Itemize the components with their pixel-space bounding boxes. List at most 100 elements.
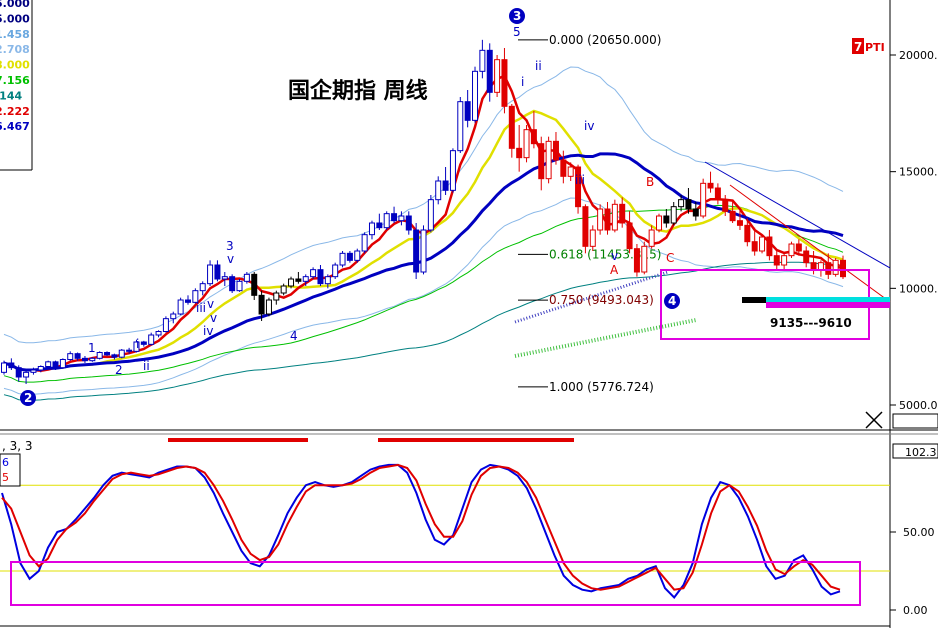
candle-body <box>472 70 479 121</box>
candle-body <box>398 215 405 222</box>
oscillator-legend-1: 6 <box>2 456 9 469</box>
candle-body <box>1 362 7 373</box>
osc-series-blue-line <box>1 463 841 600</box>
fib-level-label: 0.618 (11453.315) <box>549 247 661 261</box>
osc-tick-bottom: 0.00 <box>903 604 928 617</box>
wave-minor-label: ii <box>143 359 150 373</box>
candle-body <box>803 250 810 264</box>
candle-body <box>184 299 191 303</box>
candle-body <box>310 269 317 278</box>
candle-body <box>118 349 125 358</box>
candle-body <box>15 367 22 378</box>
candle-body <box>597 208 604 231</box>
candle-body <box>751 241 758 252</box>
candle-body <box>126 349 133 352</box>
wave-minor-label: iii <box>575 173 585 187</box>
badge-box <box>852 38 864 54</box>
candle-body <box>45 361 52 368</box>
osc-current-value-box <box>892 443 938 459</box>
wave-circle-label: 2 <box>24 391 32 405</box>
wave-minor-label: A <box>610 263 619 277</box>
candle-body <box>619 203 626 224</box>
candle-body <box>552 140 559 161</box>
candle-body <box>405 215 412 231</box>
candle-body <box>295 278 302 282</box>
candle-body <box>37 366 44 371</box>
candle-body <box>501 59 508 107</box>
price-low-box <box>892 413 938 429</box>
price-tick-label: 20000. <box>899 49 938 62</box>
candle-body <box>324 276 331 285</box>
candle-body <box>648 229 655 247</box>
candle-body <box>8 362 15 369</box>
legend-value: .144 <box>0 89 22 102</box>
price-tick-label: 5000.0 <box>899 399 938 412</box>
crosshair-icon[interactable] <box>865 411 883 429</box>
candle-body <box>243 273 250 282</box>
candle-body <box>229 276 236 292</box>
candle-body <box>339 252 346 266</box>
candle-body <box>449 150 456 191</box>
chart-title: 国企期指 周线 <box>288 78 428 104</box>
candle-body <box>59 359 66 369</box>
wave-minor-label: iii <box>196 301 206 315</box>
candle-body <box>236 280 243 292</box>
candle-body <box>626 222 633 250</box>
legend-value: 5.000 <box>0 0 30 10</box>
trendline-lower <box>729 184 891 303</box>
candle-body <box>486 49 493 93</box>
candle-body <box>523 129 530 159</box>
candle-body <box>81 357 88 362</box>
wave-minor-label: v <box>611 249 618 263</box>
wave-minor-label: i <box>521 75 524 89</box>
wave-minor-label: 5 <box>513 25 521 39</box>
osc-series-red-line <box>1 463 841 591</box>
candle-body <box>435 180 442 201</box>
osc-tick-mid: 50.00 <box>903 526 935 539</box>
highlight-bar-2 <box>378 438 574 442</box>
candle-body <box>788 243 795 257</box>
candle-body <box>30 369 37 373</box>
candle-body <box>221 276 228 280</box>
candle-body <box>457 101 464 152</box>
target-bar-cyan <box>766 297 890 302</box>
wave-circle-label: 4 <box>668 294 676 308</box>
wave-minor-label: 4 <box>290 329 298 343</box>
wave-minor-label: iv <box>584 119 594 133</box>
candle-body <box>280 285 287 294</box>
target-range-label: 9135---9610 <box>770 316 852 330</box>
candle-body <box>604 208 611 231</box>
candle-body <box>560 159 567 177</box>
candle-body <box>383 213 390 229</box>
indicator-legend-values: 5.000 5.000 1.458 2.708 8.000 7.156 .144 2.222 6… <box>0 0 33 171</box>
fib-level-label: 0.000 (20650.000) <box>549 33 661 47</box>
candle-body <box>192 290 199 303</box>
candle-body <box>678 199 685 208</box>
wave-minor-label: 3 <box>226 239 234 253</box>
candle-body <box>346 252 353 261</box>
candle-body <box>825 262 832 275</box>
candle-body <box>479 49 486 72</box>
candle-body <box>773 255 780 266</box>
candle-body <box>832 259 839 275</box>
candle-body <box>538 143 545 180</box>
ma-upper-band-line <box>3 66 844 344</box>
candle-body <box>427 199 434 231</box>
candle-body <box>714 187 721 201</box>
fibonacci-levels: 0.000 (20650.000) 0.618 (11453.315) 0.750 … <box>518 33 661 394</box>
candle-body <box>722 199 729 212</box>
candle-body <box>641 245 648 273</box>
candle-body <box>140 341 147 345</box>
wave-minor-label: v <box>207 297 214 311</box>
oscillator-legend-box <box>0 453 21 487</box>
candle-body <box>663 215 670 224</box>
highlight-bar-1 <box>168 438 308 442</box>
candle-body <box>317 269 324 285</box>
candle-body <box>155 331 162 336</box>
price-axis-ticks: 20000.15000.10000.5000.04362.3 <box>890 49 938 428</box>
candle-body <box>162 318 169 332</box>
candle-body <box>692 208 699 217</box>
candle-body <box>420 229 427 273</box>
badge-text: PTI <box>865 41 885 54</box>
candle-body <box>656 215 663 231</box>
